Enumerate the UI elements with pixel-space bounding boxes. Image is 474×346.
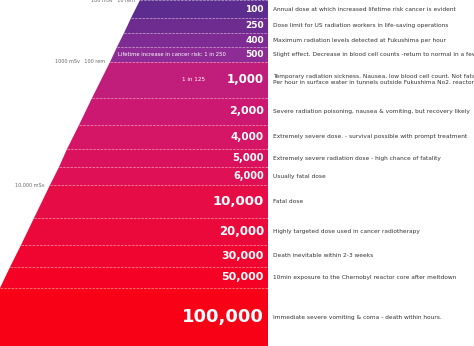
Polygon shape [50, 167, 268, 185]
Text: Lifetime increase in cancer risk: 1 in 250: Lifetime increase in cancer risk: 1 in 2… [118, 52, 226, 57]
Text: 50,000: 50,000 [222, 272, 264, 282]
Polygon shape [79, 98, 268, 125]
Text: 2,000: 2,000 [229, 106, 264, 116]
Text: 10,000: 10,000 [213, 195, 264, 208]
Text: 100,000: 100,000 [182, 308, 264, 326]
Text: Immediate severe vomiting & coma - death within hours.: Immediate severe vomiting & coma - death… [273, 315, 442, 320]
Text: Extremely severe dose. - survival possible with prompt treatment: Extremely severe dose. - survival possib… [273, 135, 468, 139]
Polygon shape [131, 0, 268, 18]
Text: 10min exposure to the Chernobyl reactor core after meltdown: 10min exposure to the Chernobyl reactor … [273, 275, 457, 280]
Polygon shape [124, 18, 268, 34]
Text: 1000 mSv   100 rem: 1000 mSv 100 rem [55, 59, 105, 64]
Text: Death inevitable within 2-3 weeks: Death inevitable within 2-3 weeks [273, 253, 374, 258]
Text: 400: 400 [246, 36, 264, 45]
Text: 4,000: 4,000 [231, 132, 264, 142]
Text: Highly targeted dose used in cancer radiotherapy: Highly targeted dose used in cancer radi… [273, 229, 420, 234]
Polygon shape [21, 218, 268, 245]
Text: 10,000 mSv: 10,000 mSv [16, 183, 45, 188]
Polygon shape [34, 185, 268, 218]
Text: Fatal dose: Fatal dose [273, 199, 304, 204]
Text: 30,000: 30,000 [222, 251, 264, 261]
Polygon shape [110, 47, 268, 62]
Text: 5,000: 5,000 [233, 153, 264, 163]
Text: Usually fatal dose: Usually fatal dose [273, 174, 326, 179]
Text: 250: 250 [246, 21, 264, 30]
Text: Annual dose at which increased lifetime risk cancer is evident: Annual dose at which increased lifetime … [273, 7, 456, 11]
Text: 100 mSv   10 rem: 100 mSv 10 rem [91, 0, 135, 2]
Polygon shape [0, 266, 268, 288]
Polygon shape [92, 62, 268, 98]
Polygon shape [0, 288, 268, 346]
Text: Dose limit for US radiation workers in life-saving operations: Dose limit for US radiation workers in l… [273, 23, 449, 28]
Polygon shape [67, 125, 268, 149]
Text: Extremely severe radiation dose - high chance of fatality: Extremely severe radiation dose - high c… [273, 156, 441, 161]
Text: 6,000: 6,000 [233, 171, 264, 181]
Polygon shape [117, 34, 268, 47]
Text: 500: 500 [246, 50, 264, 59]
Text: Temporary radiation sickness. Nausea, low blood cell count. Not fatal.
Per hour : Temporary radiation sickness. Nausea, lo… [273, 74, 474, 85]
Polygon shape [10, 245, 268, 266]
Text: Maximum radiation levels detected at Fukushima per hour: Maximum radiation levels detected at Fuk… [273, 38, 447, 43]
Text: 20,000: 20,000 [219, 225, 264, 238]
Text: Slight effect. Decrease in blood cell counts -return to normal in a few days: Slight effect. Decrease in blood cell co… [273, 52, 474, 57]
Text: Severe radiation poisoning, nausea & vomiting, but recovery likely: Severe radiation poisoning, nausea & vom… [273, 109, 470, 114]
Polygon shape [58, 149, 268, 167]
Text: 1,000: 1,000 [227, 73, 264, 86]
Text: 100: 100 [246, 4, 264, 13]
Text: 1 in 125: 1 in 125 [182, 77, 206, 82]
